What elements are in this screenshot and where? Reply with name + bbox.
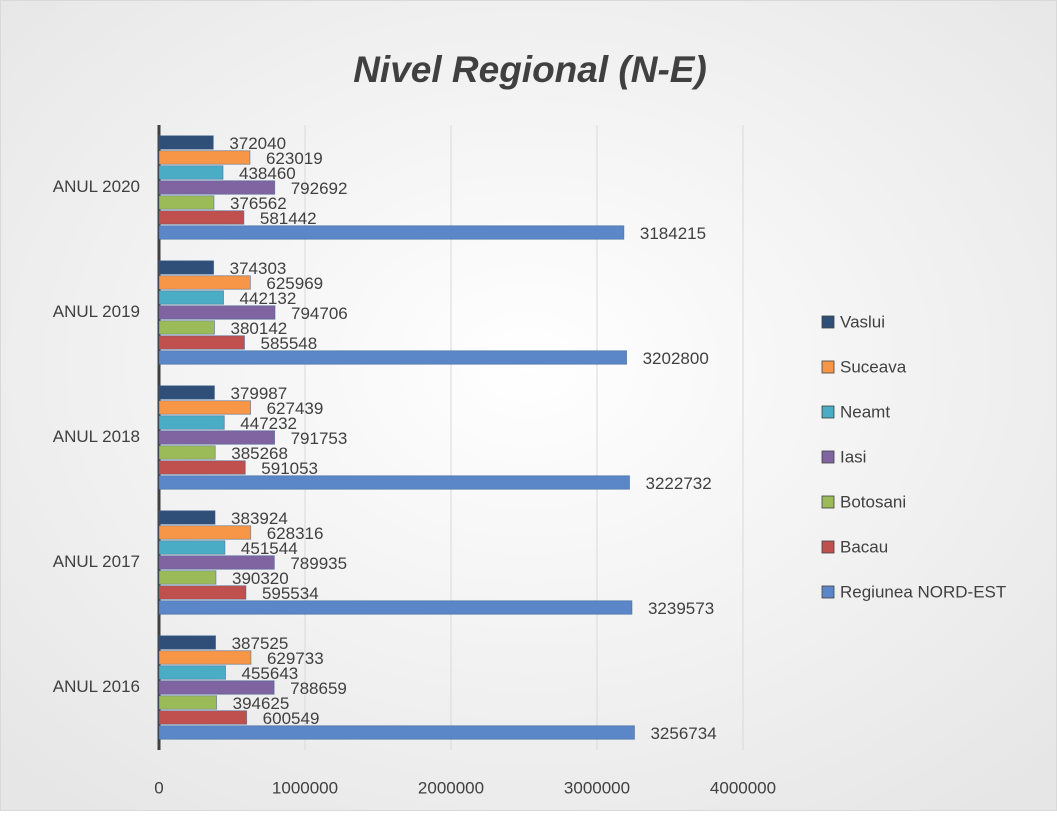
value-label: 3256734 [650,724,716,743]
value-label: 794706 [291,304,348,323]
legend-label: Iasi [840,447,866,466]
legend-label: Botosani [840,492,906,511]
bar [158,225,625,240]
bar [158,510,216,525]
value-label: 788659 [290,679,347,698]
legend-swatch [821,585,835,599]
value-label: 623019 [266,149,323,168]
bar [158,210,245,225]
value-label: 627439 [267,399,324,418]
value-label: 591053 [261,459,318,478]
x-tick-label: 3000000 [564,778,630,797]
y-tick-label: ANUL 2018 [53,427,140,446]
legend-label: Neamt [840,402,890,421]
bar [158,305,276,320]
bar [158,725,635,740]
y-tick-label: ANUL 2017 [53,552,140,571]
bars [158,135,635,740]
legend-swatch [821,495,835,509]
y-tick-label: ANUL 2019 [53,302,140,321]
value-label: 629733 [267,649,324,668]
bar [158,665,226,680]
bar [158,695,218,710]
x-tick-label: 0 [154,778,163,797]
value-label: 628316 [267,524,324,543]
value-label: 380142 [231,319,288,338]
value-label: 3222732 [646,474,712,493]
bar [158,415,225,430]
chart-title: Nivel Regional (N-E) [353,49,707,90]
y-tick-label: ANUL 2020 [53,177,140,196]
value-label: 600549 [263,709,320,728]
bar [158,350,628,365]
value-label: 3239573 [648,599,714,618]
value-label: 595534 [262,584,319,603]
legend-swatch [821,540,835,554]
value-label: 374303 [230,259,287,278]
value-label: 372040 [229,134,286,153]
legend-swatch [821,405,835,419]
value-label: 585548 [260,334,317,353]
bar [158,320,215,335]
bar [158,150,251,165]
bar [158,585,247,600]
bar [158,180,276,195]
bar [158,680,275,695]
value-label: 455643 [242,664,299,683]
bar [158,135,214,150]
value-label: 3184215 [640,224,706,243]
value-label: 394625 [233,694,290,713]
legend-label: Suceava [840,357,907,376]
value-label: 442132 [240,289,297,308]
value-label: 451544 [241,539,298,558]
labels: 0 1000000 2000000 3000000 4000000 ANUL 2016 32… [53,134,776,798]
value-label: 625969 [266,274,323,293]
legend-label: Bacau [840,537,888,556]
bar [158,635,216,650]
value-label: 789935 [290,554,347,573]
bar [158,525,252,540]
x-tick-label: 1000000 [272,778,338,797]
bar [158,460,246,475]
legend-swatch [821,360,835,374]
value-label: 791753 [291,429,348,448]
value-label: 390320 [232,569,289,588]
bar [158,555,275,570]
value-label: 3202800 [643,349,709,368]
bar [158,275,251,290]
value-label: 792692 [291,179,348,198]
bar [158,165,224,180]
bar [158,445,216,460]
value-label: 438460 [239,164,296,183]
legend: Regiunea NORD-EST Bacau Botosani Iasi Neamt S… [821,312,1006,601]
x-tick-label: 4000000 [710,778,776,797]
bar [158,600,633,615]
bar [158,260,215,275]
bar [158,540,226,555]
y-tick-label: ANUL 2016 [53,677,140,696]
legend-label: Regiunea NORD-EST [840,582,1006,601]
bar [158,570,217,585]
legend-label: Vaslui [840,312,885,331]
bar [158,650,252,665]
value-label: 447232 [240,414,297,433]
legend-swatch [821,450,835,464]
value-label: 581442 [260,209,317,228]
bar [158,335,245,350]
value-label: 387525 [232,634,289,653]
bar [158,400,252,415]
bar [158,290,224,305]
x-tick-label: 2000000 [418,778,484,797]
bar [158,430,275,445]
legend-swatch [821,315,835,329]
bar [158,195,215,210]
value-label: 385268 [231,444,288,463]
value-label: 383924 [231,509,288,528]
bar [158,710,248,725]
value-label: 379987 [230,384,287,403]
bar [158,385,215,400]
value-label: 376562 [230,194,287,213]
bar [158,475,630,490]
